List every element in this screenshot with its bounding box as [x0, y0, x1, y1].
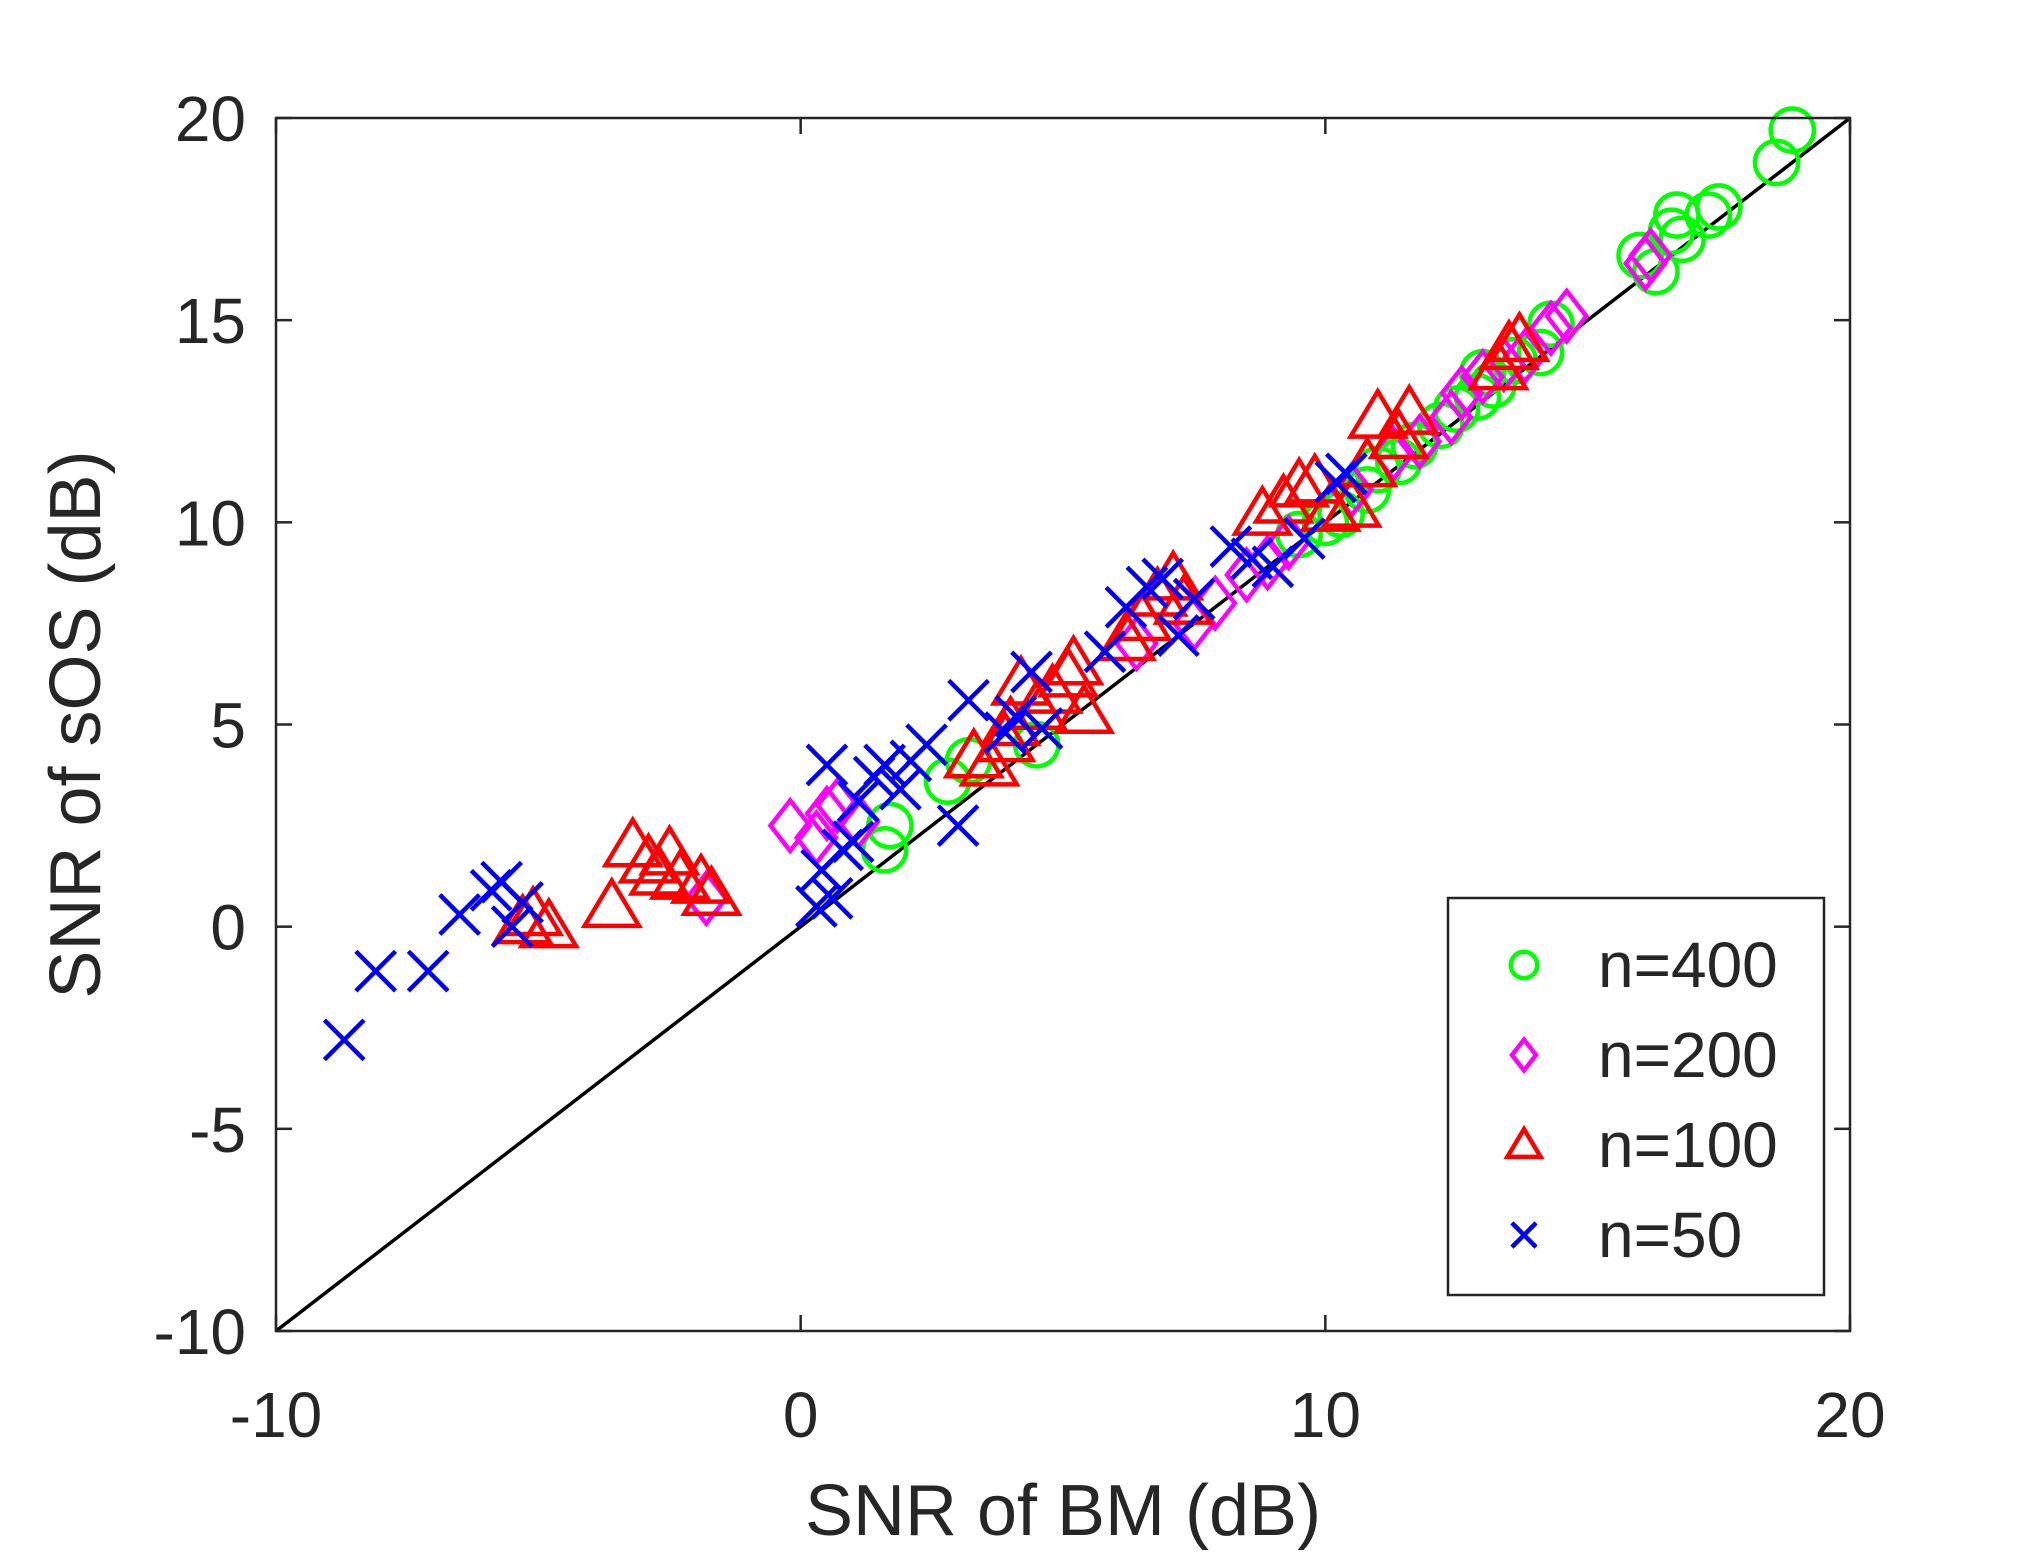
series-n-50	[322, 452, 1368, 1062]
data-point-n-100	[1252, 471, 1315, 524]
data-point-n-50	[1324, 452, 1368, 496]
y-tick-labels: -10 -5 0 5 10 15 20	[154, 83, 247, 1368]
data-point-n-50	[406, 949, 450, 993]
data-point-n-50	[863, 743, 907, 787]
data-point-n-400	[1616, 231, 1664, 280]
x-tick-label: 20	[1814, 1379, 1885, 1451]
data-point-n-400	[1752, 138, 1801, 187]
data-point-n-50	[1083, 630, 1127, 674]
data-points-layer	[322, 106, 1817, 1062]
data-point-n-50	[947, 678, 990, 722]
data-point-n-100	[680, 864, 743, 917]
data-point-n-100	[989, 653, 1053, 706]
data-point-n-400	[1317, 490, 1365, 539]
legend-label-n100: n=100	[1598, 1109, 1778, 1181]
data-point-n-100	[1005, 678, 1068, 731]
data-point-n-200	[814, 776, 860, 835]
data-point-n-100	[974, 710, 1037, 763]
data-point-n-200	[804, 784, 850, 843]
data-point-n-50	[1172, 577, 1216, 621]
data-point-n-50	[805, 743, 849, 787]
data-point-n-100	[1320, 475, 1383, 528]
legend: n=400 n=200 n=100 n=50	[1446, 896, 1826, 1297]
data-point-n-200	[1628, 226, 1674, 285]
data-point-n-100	[1021, 661, 1084, 714]
data-point-n-50	[322, 1018, 366, 1062]
data-point-n-100	[669, 851, 733, 904]
data-point-n-100	[1231, 483, 1294, 536]
data-point-n-400	[1694, 183, 1743, 231]
data-point-n-50	[354, 949, 398, 993]
data-point-n-50	[1157, 614, 1200, 657]
data-point-n-50	[905, 723, 948, 767]
data-point-n-100	[617, 831, 680, 884]
data-point-n-100	[1299, 479, 1362, 532]
data-point-n-50	[1020, 707, 1064, 750]
data-point-n-50	[1010, 650, 1053, 694]
data-point-n-50	[831, 820, 875, 864]
data-point-n-50	[936, 804, 980, 847]
data-point-n-100	[1283, 451, 1347, 504]
data-point-n-100	[1488, 310, 1551, 363]
legend-marker-n-200	[1509, 1035, 1539, 1075]
data-point-n-50	[438, 893, 482, 936]
axis-ticks-layer	[274, 116, 1852, 1333]
y-tick-label: 20	[175, 83, 246, 155]
data-point-n-50	[490, 905, 534, 949]
data-point-n-50	[501, 881, 544, 924]
data-point-n-100	[517, 896, 581, 949]
data-point-n-400	[1768, 106, 1817, 154]
data-point-n-100	[1378, 382, 1441, 435]
data-point-n-200	[1528, 299, 1574, 358]
data-point-n-200	[1192, 574, 1238, 633]
y-tick-label: 10	[175, 487, 246, 559]
legend-marker-n-100	[1503, 1124, 1545, 1160]
y-tick-label: 0	[210, 892, 246, 964]
data-point-n-400	[1516, 328, 1565, 377]
y-tick-label: -10	[154, 1296, 247, 1368]
data-point-n-200	[767, 796, 813, 855]
data-point-n-100	[1477, 318, 1541, 371]
x-tick-labels: -10 0 10 20	[230, 1379, 1886, 1451]
legend-marker-n-400	[1508, 949, 1540, 981]
x-tick-label: 10	[1290, 1379, 1361, 1451]
data-point-n-100	[580, 876, 643, 929]
data-point-n-100	[1267, 455, 1331, 508]
data-point-n-200	[1544, 287, 1590, 345]
legend-label-n400: n=400	[1598, 929, 1778, 1001]
y-axis-title: SNR of sOS (dB)	[36, 450, 116, 998]
data-point-n-50	[1209, 525, 1253, 568]
data-point-n-100	[648, 847, 712, 900]
data-point-n-50	[1282, 517, 1326, 560]
y-tick-label: 15	[175, 285, 246, 357]
legend-label-n50: n=50	[1598, 1199, 1742, 1271]
x-tick-label: 0	[783, 1379, 819, 1451]
legend-marker-n-50	[1510, 1221, 1538, 1249]
data-point-n-50	[836, 779, 880, 823]
legend-markers	[1503, 949, 1545, 1249]
y-tick-label: -5	[189, 1094, 246, 1166]
data-point-n-100	[1042, 633, 1105, 686]
data-point-n-400	[1684, 191, 1733, 239]
data-point-n-100	[1094, 609, 1158, 662]
legend-label-n200: n=200	[1598, 1019, 1778, 1091]
y-tick-label: 5	[210, 690, 246, 762]
data-point-n-50	[878, 767, 922, 811]
data-point-n-100	[1052, 682, 1116, 735]
data-point-n-50	[1141, 557, 1185, 601]
x-tick-label: -10	[230, 1379, 323, 1451]
data-point-n-50	[810, 876, 854, 920]
data-point-n-100	[501, 884, 565, 937]
x-axis-title: SNR of BM (dB)	[805, 1471, 1321, 1551]
data-point-n-200	[1428, 388, 1474, 447]
data-point-n-50	[994, 695, 1038, 738]
